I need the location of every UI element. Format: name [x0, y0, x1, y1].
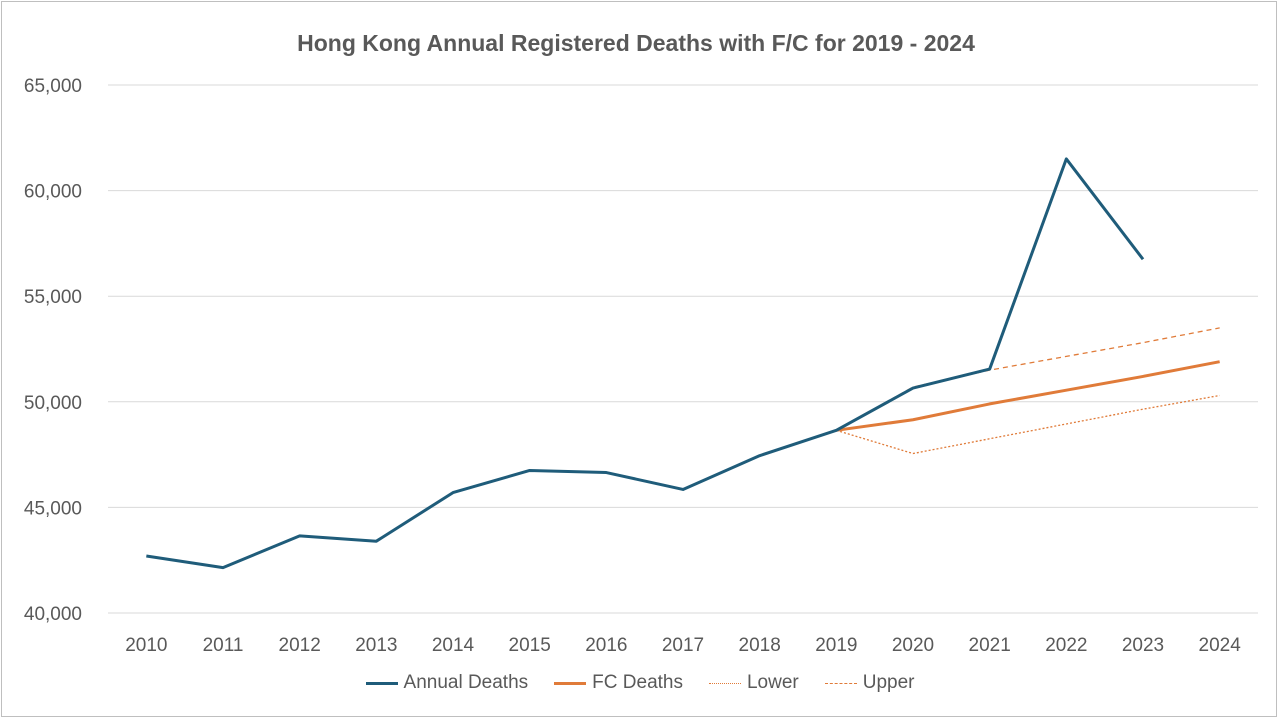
series-line-fc-deaths: [836, 360, 1220, 432]
series-lines: [146, 157, 1220, 570]
legend-item: Upper: [824, 672, 915, 694]
legend-label: Upper: [862, 672, 915, 693]
x-tick-label: 2012: [279, 635, 321, 656]
legend-item: Annual Deaths: [365, 672, 529, 694]
legend-swatch: [365, 681, 398, 685]
x-tick-label: 2010: [125, 635, 167, 656]
legend-item: FC Deaths: [554, 672, 683, 694]
chart-title: Hong Kong Annual Registered Deaths with …: [297, 30, 975, 56]
y-tick-label: 45,000: [24, 498, 82, 519]
x-tick-label: 2022: [1045, 635, 1087, 656]
x-tick-label: 2023: [1122, 635, 1164, 656]
x-tick-label: 2015: [509, 635, 551, 656]
y-tick-label: 55,000: [24, 287, 82, 308]
legend-swatch: [824, 682, 857, 684]
x-tick-label: 2024: [1199, 635, 1242, 656]
x-tick-label: 2017: [662, 635, 704, 656]
series-line-annual-deaths: [146, 157, 1145, 570]
x-tick-label: 2019: [815, 635, 857, 656]
legend-label: Annual Deaths: [403, 672, 529, 693]
legend-item: Lower: [708, 672, 799, 694]
x-tick-label: 2020: [892, 635, 934, 656]
legend-label: FC Deaths: [592, 672, 683, 693]
series-line-lower: [836, 394, 1220, 455]
x-axis: 2010 2011 2012 2013 2014 2015 2016 2017 2018 2019…: [125, 635, 1241, 656]
y-tick-label: 65,000: [24, 76, 82, 97]
x-tick-label: 2016: [585, 635, 627, 656]
legend: Annual Deaths FC Deaths Lower Upper: [0, 672, 1280, 694]
x-tick-label: 2011: [203, 635, 244, 656]
legend-swatch: [554, 681, 587, 685]
x-tick-label: 2021: [969, 635, 1011, 656]
x-tick-label: 2013: [355, 635, 397, 656]
x-tick-label: 2014: [432, 635, 475, 656]
x-tick-label: 2018: [739, 635, 781, 656]
y-tick-label: 60,000: [24, 182, 82, 203]
gridlines: [108, 84, 1258, 614]
series-line-upper: [836, 327, 1220, 431]
y-axis: 40,000 45,000 50,000 55,000 60,000 65,000: [24, 76, 82, 625]
legend-swatch: [708, 682, 741, 684]
y-tick-label: 50,000: [24, 393, 82, 414]
legend-label: Lower: [746, 672, 799, 693]
y-tick-label: 40,000: [24, 604, 82, 625]
